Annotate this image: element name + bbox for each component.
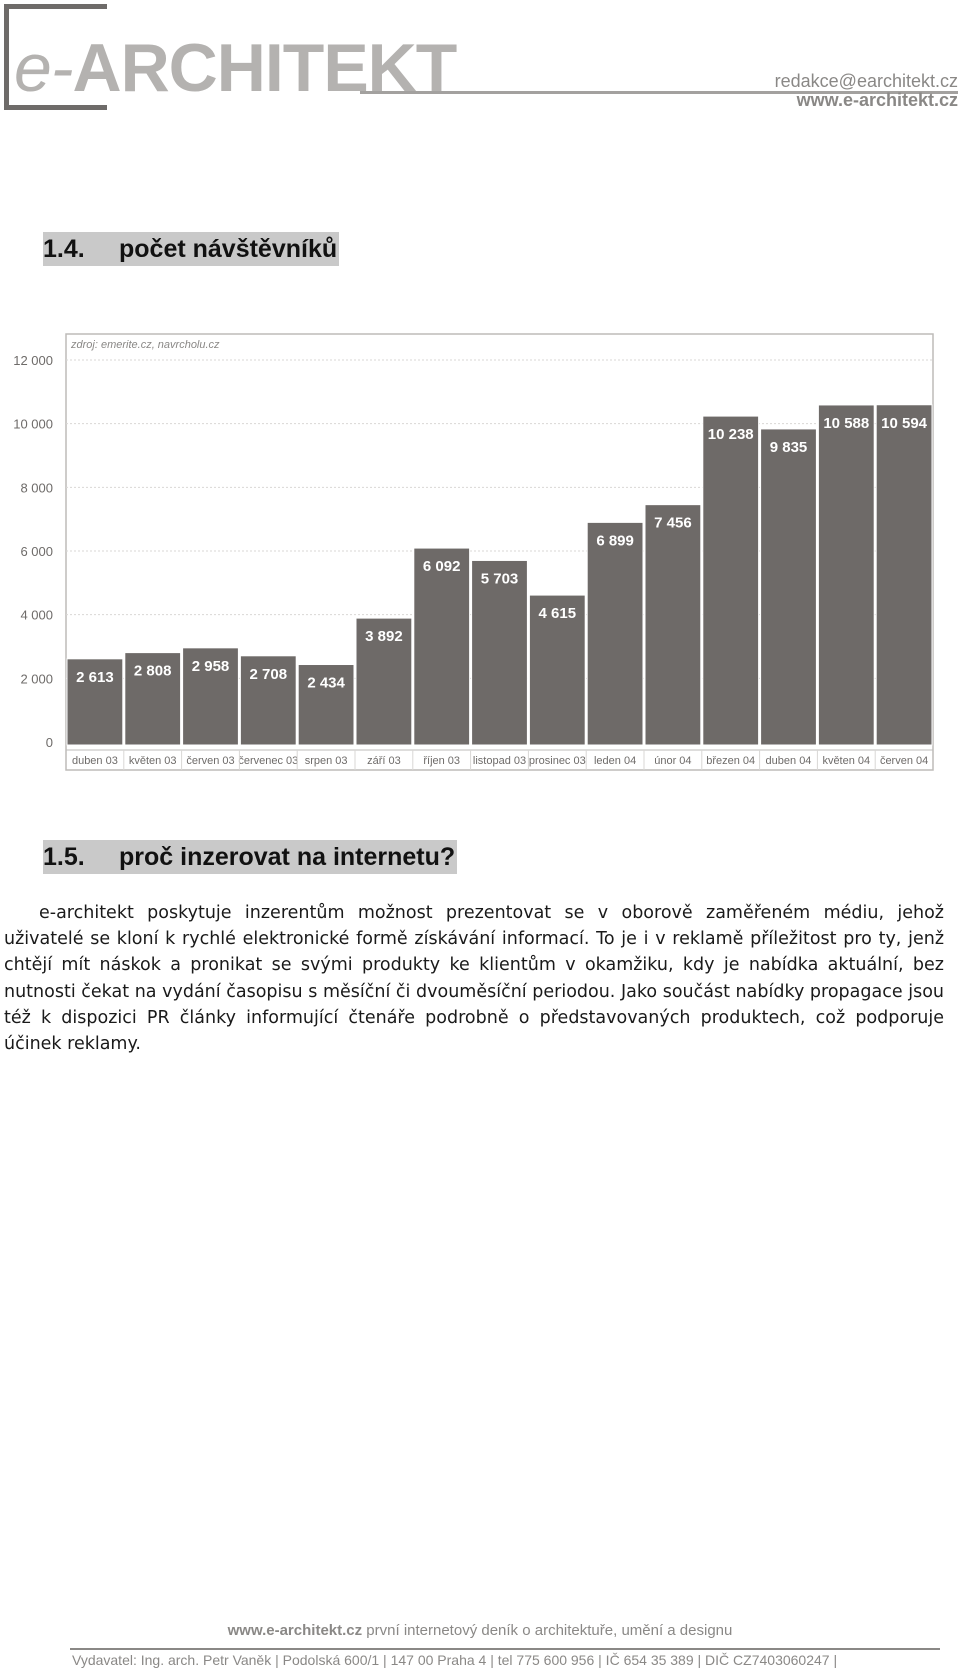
x-category-label: duben 04: [766, 755, 812, 767]
x-category-label: září 03: [367, 755, 401, 767]
x-category-label: srpen 03: [305, 755, 348, 767]
bar-value-label: 5 703: [481, 570, 519, 587]
footer-tagline-line: www.e-architekt.cz první internetový den…: [0, 1622, 960, 1639]
chart-bar: [702, 415, 760, 746]
x-category-label: květen 03: [129, 755, 177, 767]
logo-frame: [4, 4, 107, 110]
bar-value-label: 2 708: [250, 666, 288, 683]
bar-value-label: 6 092: [423, 558, 461, 575]
header-contact: redakce@earchitekt.cz www.e-architekt.cz: [775, 72, 958, 110]
chart-bar: [760, 428, 817, 746]
section-title: proč inzerovat na internetu?: [119, 843, 456, 871]
x-category-label: červenec 03: [238, 755, 298, 767]
y-tick-label: 6 000: [20, 544, 53, 559]
chart-bar: [586, 521, 644, 746]
y-tick-label: 2 000: [20, 671, 53, 686]
section-heading-why-advertise: 1.5. proč inzerovat na internetu?: [43, 840, 458, 874]
section-number: 1.4.: [43, 235, 85, 263]
header-email[interactable]: redakce@earchitekt.cz: [774, 71, 958, 91]
logo-prefix: e-: [14, 30, 73, 106]
visitors-chart: 0 2 000 4 000 6 000 8 000 10 000 12 000 zdroj: …: [0, 325, 960, 775]
chart-bar: [875, 404, 933, 746]
header-rule: [360, 91, 958, 94]
x-category-label: duben 03: [72, 755, 118, 767]
section-heading-visitors: 1.4. počet návštěvníků: [43, 232, 340, 266]
chart-bar: [239, 655, 297, 746]
chart-bar: [528, 594, 586, 746]
chart-bar: [355, 617, 413, 746]
bar-value-label: 7 456: [654, 515, 692, 532]
chart-bar: [66, 658, 124, 746]
chart-source-note: zdroj: emerite.cz, navrcholu.cz: [70, 339, 220, 351]
bar-value-label: 6 899: [596, 532, 634, 549]
y-tick-label: 12 000: [13, 353, 53, 368]
bar-value-label: 10 238: [708, 426, 754, 443]
y-tick-label: 8 000: [20, 480, 53, 495]
e-architekt-logo: e-ARCHITEKT: [4, 4, 457, 110]
why-advertise-paragraph: e-architekt poskytuje inzerentům možnost…: [4, 903, 944, 1055]
bar-value-label: 2 808: [134, 663, 172, 680]
x-category-label: květen 04: [822, 755, 870, 767]
x-category-label: únor 04: [654, 755, 691, 767]
y-tick-label: 0: [46, 735, 53, 750]
bar-value-label: 3 892: [365, 628, 403, 645]
footer-site[interactable]: www.e-architekt.cz: [227, 1622, 363, 1639]
x-category-label: červen 04: [880, 755, 928, 767]
visitors-chart-svg: 0 2 000 4 000 6 000 8 000 10 000 12 000 zdroj: …: [13, 333, 934, 771]
chart-bar: [413, 547, 471, 746]
logo-wordmark: e-ARCHITEKT: [14, 34, 457, 102]
x-category-label: říjen 03: [423, 755, 460, 767]
x-category-label: prosinec 03: [529, 755, 586, 767]
bar-value-label: 2 958: [192, 658, 230, 675]
bar-value-label: 2 434: [307, 675, 345, 692]
x-category-label: listopad 03: [473, 755, 526, 767]
bar-value-label: 2 613: [76, 669, 114, 686]
chart-bar: [124, 652, 182, 746]
footer-rule: [70, 1648, 940, 1650]
footer-publisher: Vydavatel: Ing. arch. Petr Vaněk | Podol…: [72, 1652, 838, 1668]
bar-value-label: 4 615: [539, 605, 577, 622]
logo-name: ARCHITEKT: [72, 30, 457, 106]
y-tick-label: 10 000: [13, 417, 53, 432]
bar-value-label: 10 588: [823, 415, 869, 432]
header-website[interactable]: www.e-architekt.cz: [796, 90, 958, 110]
x-category-label: červen 03: [186, 755, 234, 767]
footer-tagline: první internetový deník o architektuře, …: [362, 1622, 733, 1639]
chart-bar: [644, 504, 702, 746]
section-title: počet návštěvníků: [119, 235, 338, 263]
chart-bar: [297, 664, 355, 746]
y-tick-label: 4 000: [20, 608, 53, 623]
bar-value-label: 9 835: [770, 439, 808, 456]
chart-bar: [182, 647, 239, 746]
chart-bar: [471, 559, 528, 746]
bar-value-label: 10 594: [881, 415, 928, 432]
section-number: 1.5.: [43, 843, 85, 871]
x-category-label: březen 04: [706, 755, 755, 767]
chart-bar: [817, 404, 875, 746]
x-category-label: leden 04: [594, 755, 636, 767]
